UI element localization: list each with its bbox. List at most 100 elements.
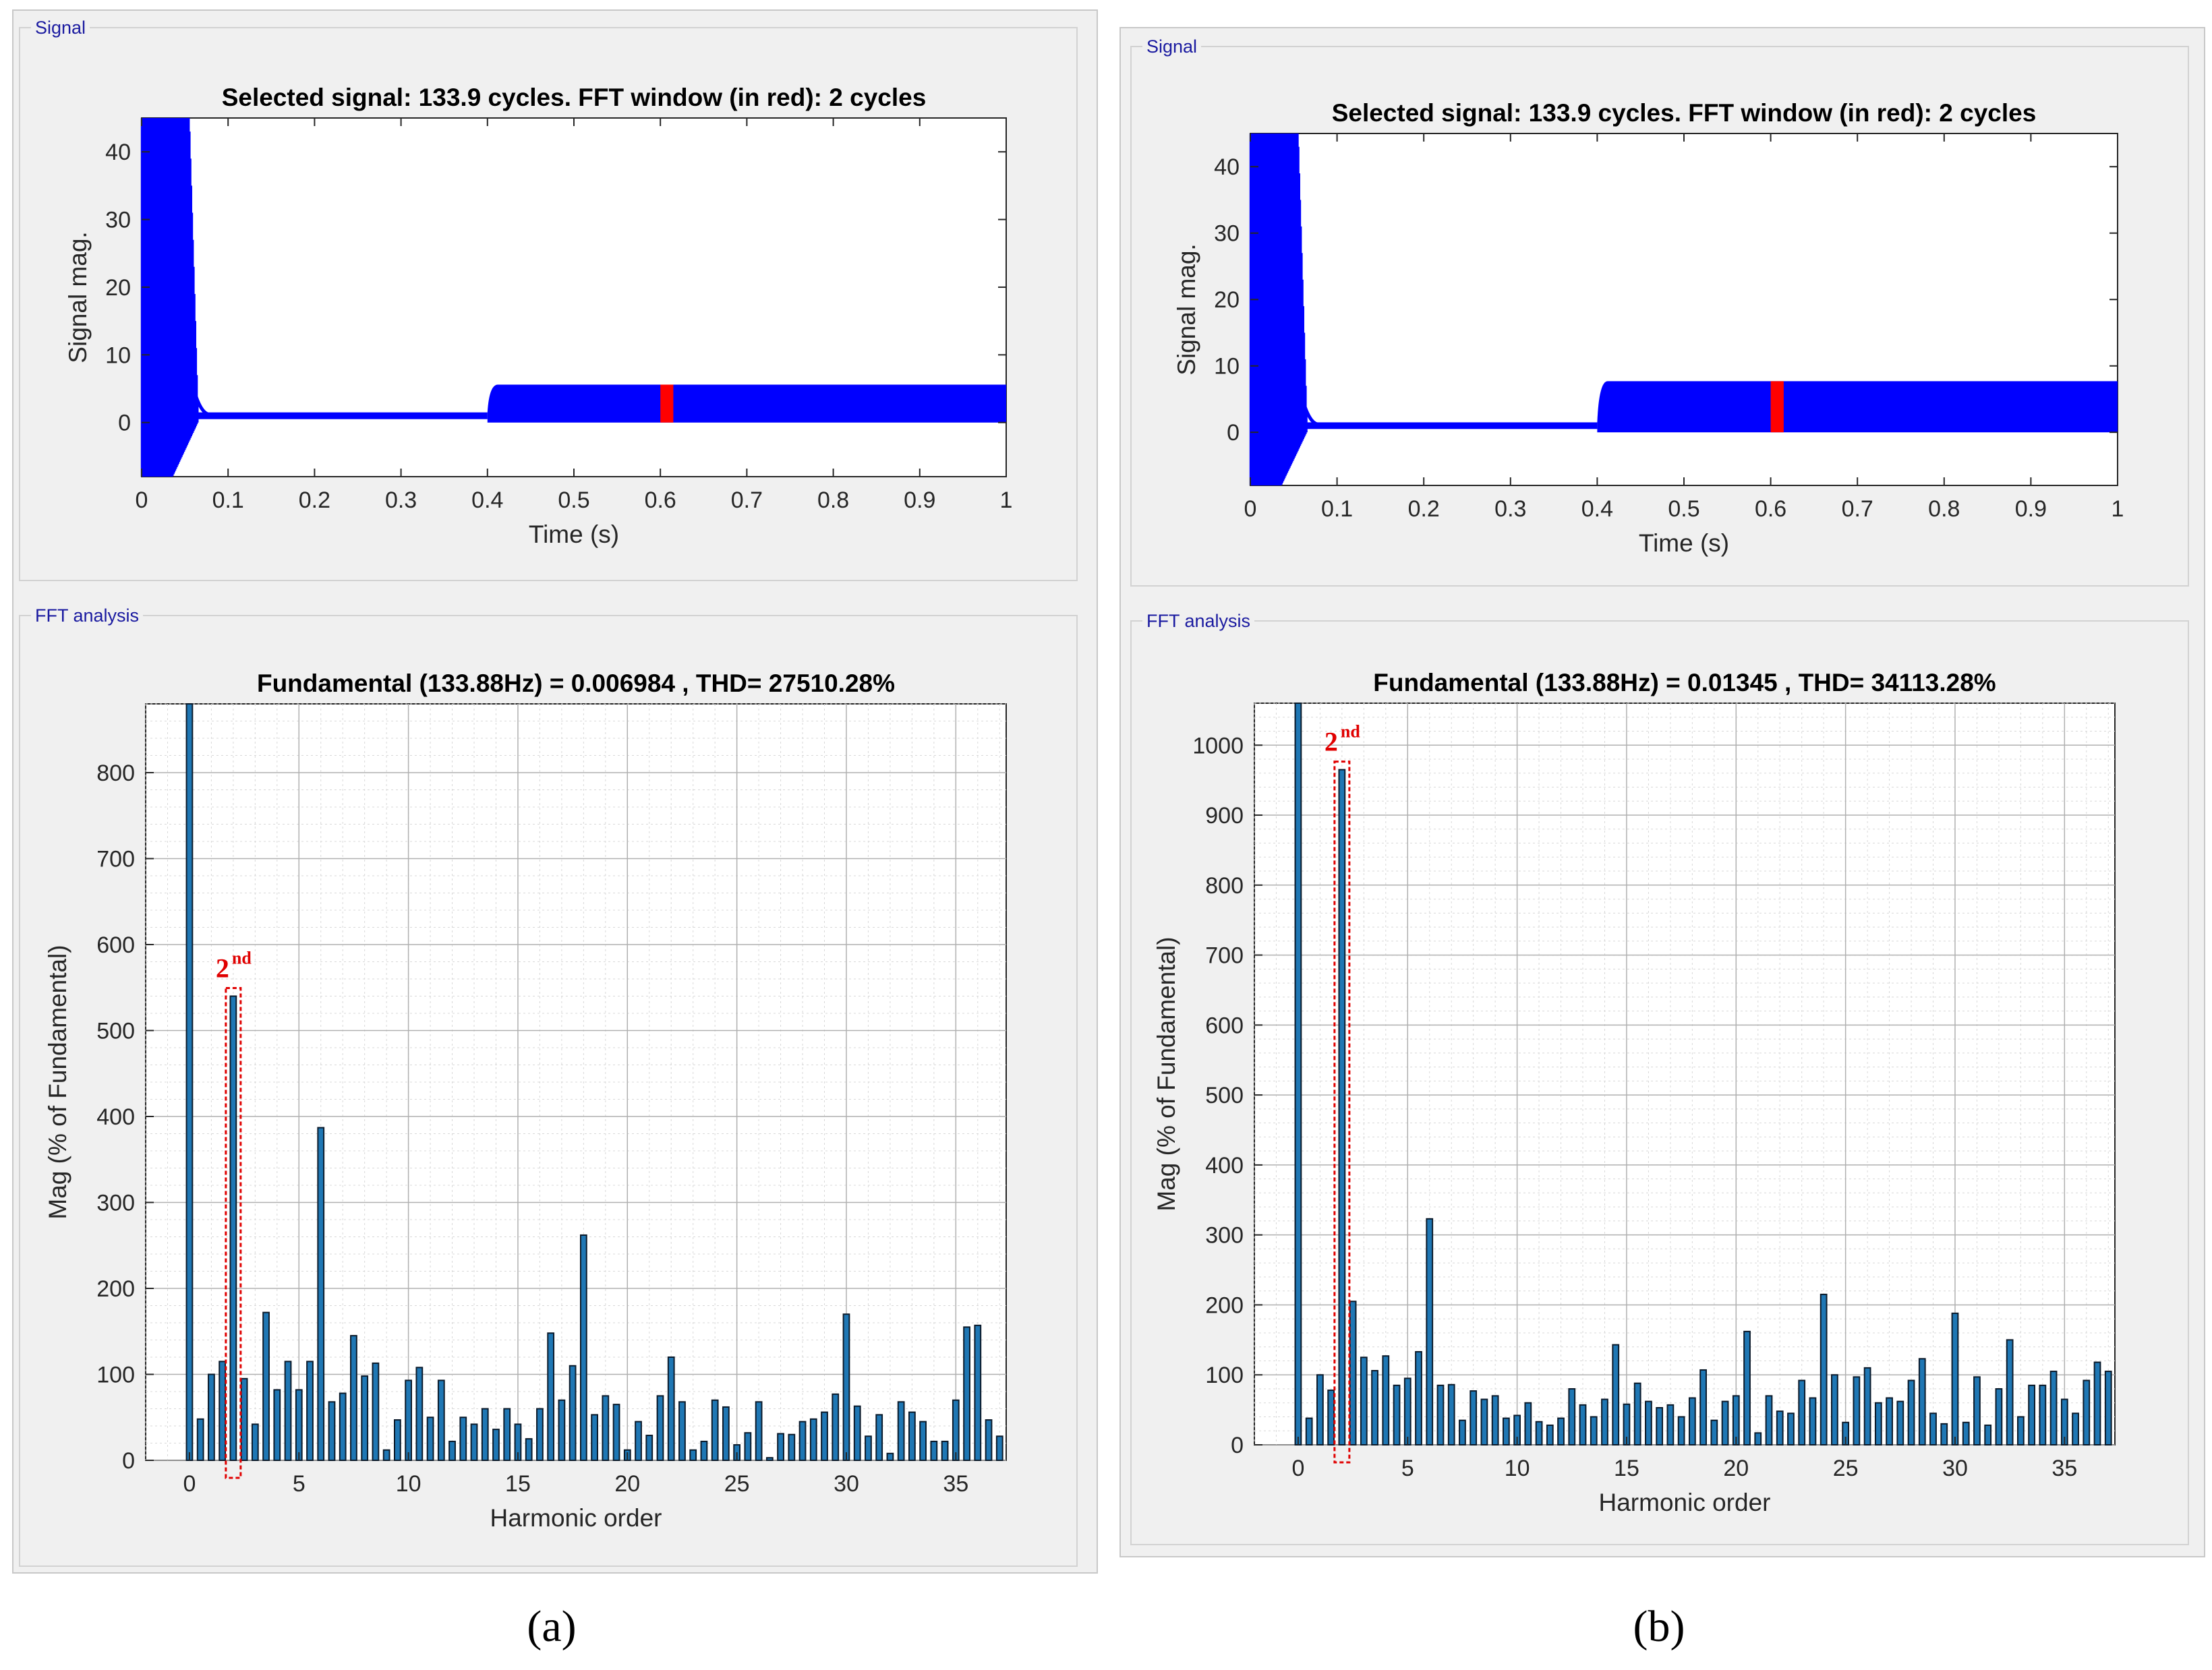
fft-bar-b bbox=[1316, 1374, 1324, 1446]
fft-bar-b bbox=[1710, 1419, 1718, 1445]
fft-xtick-label-b: 20 bbox=[1723, 1456, 1749, 1481]
fft-ytick-label-b: 200 bbox=[1205, 1292, 1244, 1318]
fft-xtick-label-b: 15 bbox=[1614, 1456, 1639, 1481]
fft-xtick-label-b: 5 bbox=[1401, 1456, 1414, 1481]
fft-bar-b bbox=[1590, 1416, 1598, 1445]
signal-xtick-label-a: 0 bbox=[136, 487, 148, 513]
signal-xlabel-b: Time (s) bbox=[1639, 529, 1729, 557]
fft-bar-a bbox=[853, 1405, 861, 1462]
signal-xtick-label-b: 0.8 bbox=[1928, 496, 1960, 522]
fft-bar-a bbox=[273, 1389, 281, 1461]
fft-ylabel-b: Mag (% of Fundamental) bbox=[1153, 936, 1180, 1211]
fft-bar-a bbox=[317, 1127, 325, 1461]
fft-bar-b bbox=[1973, 1376, 1981, 1445]
fft-bar-b bbox=[1995, 1388, 2003, 1446]
signal-xtick-label-a: 0.5 bbox=[558, 487, 589, 513]
fft-bar-a bbox=[952, 1399, 960, 1461]
fft-bar-b bbox=[1863, 1367, 1871, 1445]
fft-bar-b bbox=[1699, 1369, 1707, 1446]
signal-xlabel-a: Time (s) bbox=[529, 520, 619, 548]
fft-bar-a bbox=[941, 1440, 949, 1461]
signal-xtick-label-a: 0.4 bbox=[471, 487, 503, 513]
fft-bar-a bbox=[185, 703, 194, 1461]
signal-plot-area-a bbox=[141, 117, 1007, 477]
fft-bar-a bbox=[897, 1401, 905, 1462]
fft-bar-b bbox=[1929, 1412, 1937, 1446]
second-harmonic-label-a: 2 bbox=[216, 953, 229, 984]
signal-ytick-label-a: 40 bbox=[105, 140, 131, 165]
fft-ytick-label-b: 1000 bbox=[1192, 733, 1244, 758]
fft-bar-a bbox=[415, 1367, 424, 1462]
signal-startup-transient-b bbox=[1249, 133, 1308, 485]
signal-xtick-label-b: 0.6 bbox=[1755, 496, 1786, 522]
fft-ytick-label-b: 100 bbox=[1205, 1363, 1244, 1388]
fft-bar-b bbox=[1447, 1383, 1455, 1445]
fft-bar-a bbox=[448, 1440, 456, 1461]
fft-bar-b bbox=[1896, 1400, 1904, 1446]
fft-ytick-label-a: 700 bbox=[96, 847, 135, 872]
fft-group-a: FFT analysis bbox=[19, 605, 1078, 1567]
fft-xtick-label-a: 30 bbox=[834, 1471, 859, 1497]
signal-low-band-a bbox=[198, 412, 488, 419]
second-harmonic-superscript-a: nd bbox=[232, 949, 252, 968]
signal-title-b: Selected signal: 133.9 cycles. FFT windo… bbox=[1332, 99, 2037, 127]
signal-xtick-label-a: 1 bbox=[1000, 487, 1013, 513]
fft-xtick-label-a: 35 bbox=[943, 1471, 968, 1497]
fft-bar-a bbox=[251, 1423, 259, 1461]
fft-title-a: Fundamental (133.88Hz) = 0.006984 , THD=… bbox=[257, 669, 895, 697]
fft-bar-a bbox=[995, 1435, 1003, 1462]
fft-bar-a bbox=[832, 1393, 840, 1461]
fft-bar-a bbox=[295, 1389, 303, 1461]
fft-bar-a bbox=[536, 1408, 544, 1461]
fft-bar-b bbox=[1743, 1330, 1751, 1446]
fft-xtick-label-a: 0 bbox=[183, 1471, 196, 1497]
fft-ytick-label-b: 300 bbox=[1205, 1223, 1244, 1249]
fft-ytick-label-a: 300 bbox=[96, 1191, 135, 1216]
fft-bar-a bbox=[339, 1392, 347, 1462]
fft-ytick-label-a: 400 bbox=[96, 1104, 135, 1130]
fft-xtick-label-a: 25 bbox=[724, 1471, 750, 1497]
fft-bar-b bbox=[2039, 1384, 2047, 1446]
fft-bar-a bbox=[547, 1332, 555, 1462]
caption-a: (a) bbox=[527, 1602, 577, 1651]
fft-bar-a bbox=[591, 1414, 598, 1462]
signal-xtick-label-a: 0.9 bbox=[904, 487, 935, 513]
fft-bar-a bbox=[908, 1411, 916, 1462]
signal-xtick-label-a: 0.2 bbox=[299, 487, 330, 513]
signal-xtick-label-b: 0.9 bbox=[2015, 496, 2047, 522]
signal-steady-band-b bbox=[1597, 381, 2118, 433]
signal-steady-band-a bbox=[487, 384, 1006, 423]
fft-bar-a bbox=[985, 1419, 993, 1461]
fft-bar-a bbox=[722, 1406, 730, 1461]
fft-group-label-a: FFT analysis bbox=[31, 605, 144, 626]
fft-ytick-label-b: 600 bbox=[1205, 1013, 1244, 1038]
fft-bar-b bbox=[1436, 1384, 1445, 1446]
fft-bar-a bbox=[744, 1432, 752, 1461]
fft-bar-b bbox=[1765, 1395, 1773, 1445]
signal-xtick-label-a: 0.1 bbox=[212, 487, 244, 513]
fft-bar-a bbox=[678, 1401, 686, 1462]
fft-bar-a bbox=[503, 1408, 511, 1461]
fft-bar-b bbox=[2104, 1371, 2112, 1445]
signal-xtick-label-b: 0.7 bbox=[1842, 496, 1873, 522]
signal-xtick-label-b: 0.4 bbox=[1581, 496, 1613, 522]
fft-bar-a bbox=[602, 1395, 610, 1461]
fft-ytick-label-b: 800 bbox=[1205, 873, 1244, 899]
fft-bar-b bbox=[1469, 1390, 1478, 1445]
fft-bar-b bbox=[1798, 1379, 1806, 1446]
fft-bar-b bbox=[1612, 1344, 1620, 1445]
fft-bar-a bbox=[240, 1377, 248, 1461]
fft-bar-b bbox=[2072, 1412, 2079, 1446]
fft-bar-a bbox=[821, 1411, 828, 1462]
fft-bar-b bbox=[2017, 1416, 2025, 1445]
fft-ytick-label-b: 500 bbox=[1205, 1083, 1244, 1108]
fft-bar-a bbox=[219, 1361, 227, 1461]
fft-ytick-label-a: 200 bbox=[96, 1276, 135, 1302]
fft-bar-b bbox=[1360, 1356, 1368, 1445]
signal-group-label-a: Signal bbox=[31, 18, 90, 38]
fft-ytick-label-a: 800 bbox=[96, 761, 135, 786]
fft-xtick-label-b: 25 bbox=[1833, 1456, 1859, 1481]
fft-window-marker-b bbox=[1770, 381, 1784, 433]
fft-bar-a bbox=[525, 1438, 533, 1461]
